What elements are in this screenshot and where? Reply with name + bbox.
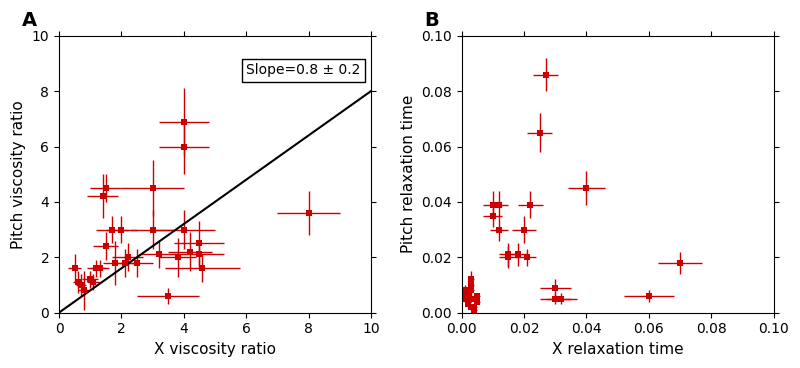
Y-axis label: Pitch viscosity ratio: Pitch viscosity ratio [11, 100, 26, 248]
X-axis label: X viscosity ratio: X viscosity ratio [154, 342, 276, 357]
Text: A: A [22, 11, 37, 30]
X-axis label: X relaxation time: X relaxation time [552, 342, 683, 357]
Text: B: B [424, 11, 439, 30]
Text: Slope=0.8 ± 0.2: Slope=0.8 ± 0.2 [246, 63, 361, 77]
Y-axis label: Pitch relaxation time: Pitch relaxation time [401, 95, 415, 254]
